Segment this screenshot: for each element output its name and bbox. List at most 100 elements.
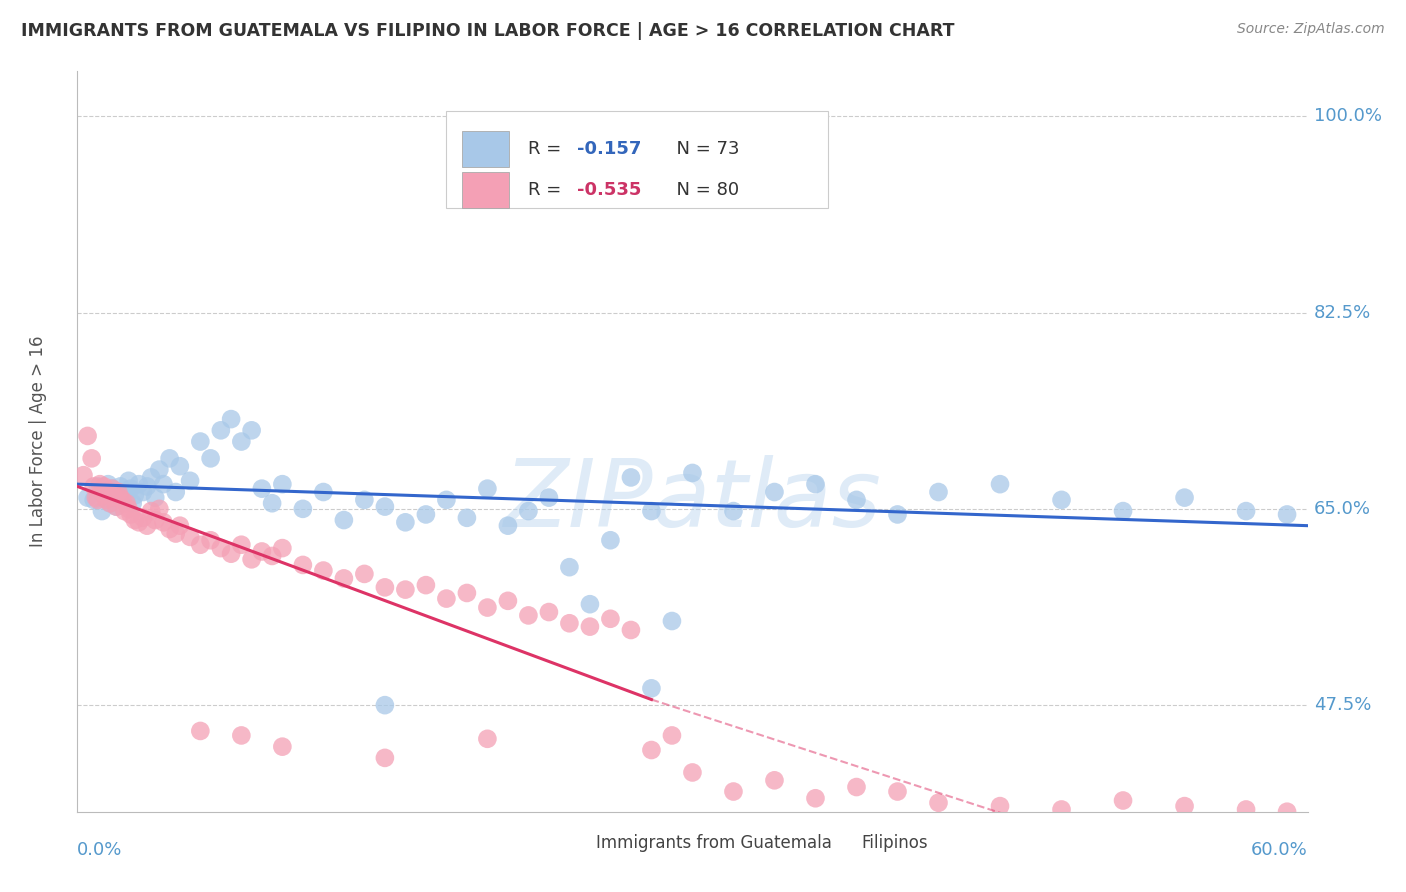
Point xyxy=(209,541,232,555)
Point xyxy=(988,477,1011,491)
Point xyxy=(845,780,868,794)
Point xyxy=(200,451,222,466)
Point xyxy=(291,501,314,516)
Point xyxy=(111,492,134,507)
Point xyxy=(558,616,581,631)
Point xyxy=(477,482,499,496)
Point xyxy=(105,500,128,514)
Point xyxy=(988,799,1011,814)
Point xyxy=(1174,799,1197,814)
Point xyxy=(763,773,786,788)
Point xyxy=(1050,492,1073,507)
Point xyxy=(152,516,174,530)
Point xyxy=(219,547,242,561)
Point xyxy=(87,479,110,493)
Point xyxy=(804,791,827,805)
Point xyxy=(436,591,458,606)
Point xyxy=(136,518,159,533)
Point xyxy=(110,479,132,493)
Point xyxy=(1174,491,1197,505)
Point xyxy=(456,586,478,600)
Text: Filipinos: Filipinos xyxy=(860,834,928,852)
Point xyxy=(107,485,129,500)
Point xyxy=(132,511,155,525)
Point xyxy=(98,496,121,510)
Point xyxy=(93,485,115,500)
Point xyxy=(84,491,107,505)
Point xyxy=(87,492,110,507)
Point xyxy=(114,488,136,502)
Point xyxy=(124,513,146,527)
Point xyxy=(599,533,621,548)
Point xyxy=(640,504,662,518)
Point xyxy=(333,513,356,527)
Point xyxy=(141,504,163,518)
Point xyxy=(723,504,745,518)
Point xyxy=(374,698,396,713)
Point xyxy=(240,552,263,566)
Text: 47.5%: 47.5% xyxy=(1313,696,1371,714)
Point xyxy=(1275,508,1298,522)
Point xyxy=(231,538,253,552)
Point xyxy=(83,479,105,493)
Point xyxy=(262,496,284,510)
Point xyxy=(537,605,560,619)
Point xyxy=(159,451,181,466)
Point xyxy=(141,470,163,484)
Point xyxy=(928,485,950,500)
Point xyxy=(1112,504,1135,518)
Point xyxy=(271,541,294,555)
Point xyxy=(103,491,125,505)
Point xyxy=(76,429,98,443)
Point xyxy=(188,434,212,449)
Point xyxy=(152,477,174,491)
Point xyxy=(76,491,98,505)
Point xyxy=(148,501,170,516)
Point xyxy=(200,533,222,548)
Point xyxy=(117,474,139,488)
Point xyxy=(128,477,150,491)
Point xyxy=(72,468,94,483)
Point xyxy=(291,558,314,572)
Point xyxy=(262,549,284,563)
Point xyxy=(89,477,111,491)
Point xyxy=(353,566,375,581)
Text: 60.0%: 60.0% xyxy=(1251,841,1308,859)
Point xyxy=(114,504,136,518)
Text: N = 73: N = 73 xyxy=(665,140,740,158)
FancyBboxPatch shape xyxy=(546,834,582,853)
Point xyxy=(121,496,143,510)
Point xyxy=(117,501,139,516)
Point xyxy=(845,492,868,507)
Point xyxy=(496,594,519,608)
Point xyxy=(271,477,294,491)
Point xyxy=(477,600,499,615)
Point xyxy=(374,580,396,594)
Point xyxy=(394,582,416,597)
Point xyxy=(312,564,335,578)
Point xyxy=(120,508,142,522)
Point xyxy=(394,516,416,530)
Point xyxy=(456,511,478,525)
Point xyxy=(93,479,115,493)
Point xyxy=(80,451,103,466)
Point xyxy=(159,522,181,536)
Point xyxy=(101,482,124,496)
Point xyxy=(240,423,263,437)
Point xyxy=(1234,504,1257,518)
Point xyxy=(353,492,375,507)
Point xyxy=(886,784,908,798)
Point xyxy=(723,784,745,798)
Point xyxy=(103,491,125,505)
Point xyxy=(620,623,643,637)
Point xyxy=(436,492,458,507)
Point xyxy=(97,477,120,491)
Point xyxy=(94,492,117,507)
Point xyxy=(640,743,662,757)
Point xyxy=(83,492,105,507)
Point xyxy=(209,423,232,437)
Point xyxy=(219,412,242,426)
Point xyxy=(231,728,253,742)
Point xyxy=(661,728,683,742)
Text: In Labor Force | Age > 16: In Labor Force | Age > 16 xyxy=(30,335,46,548)
